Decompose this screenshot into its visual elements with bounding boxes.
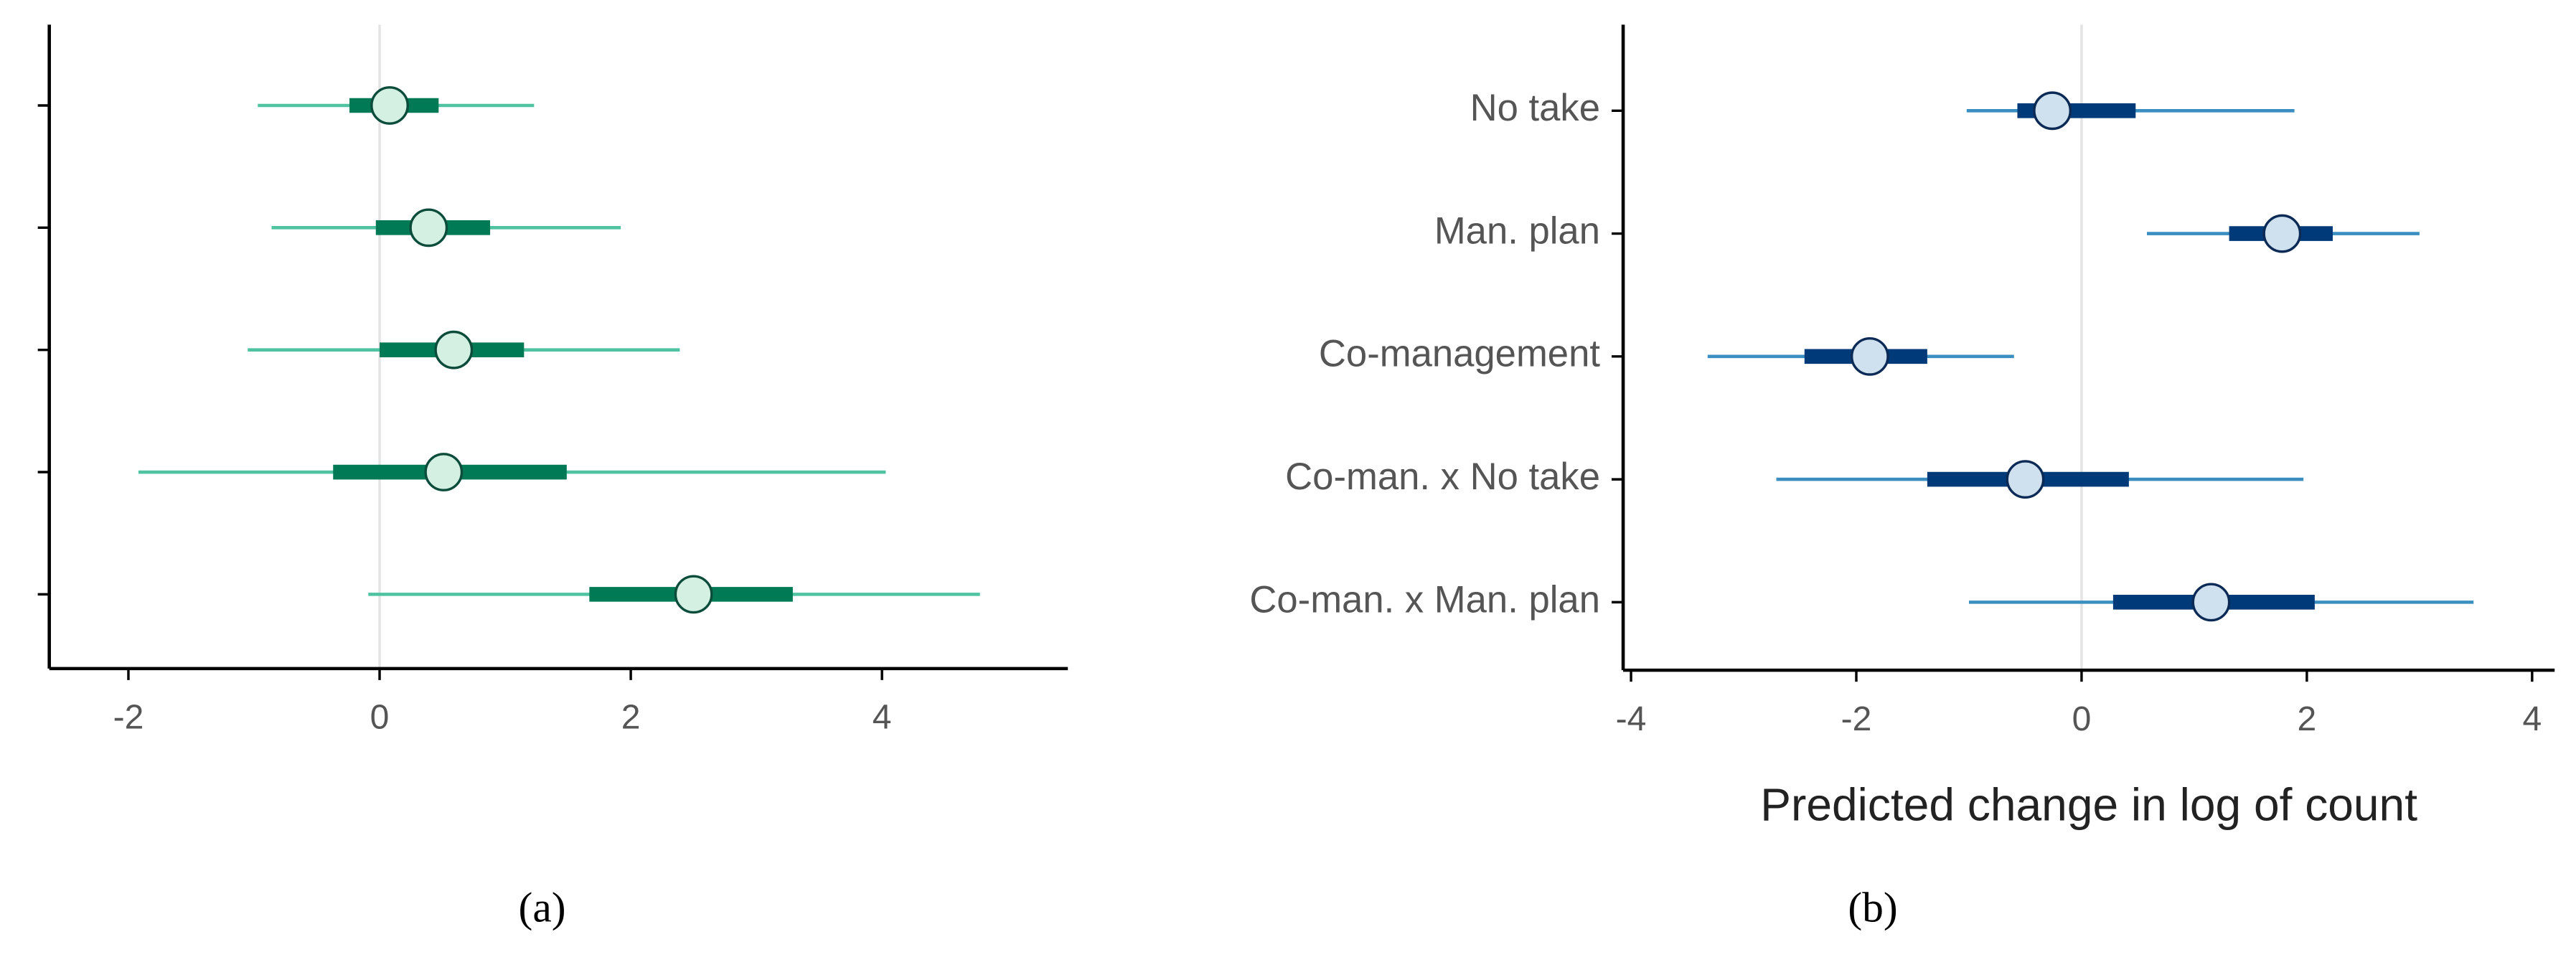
panel-caption: (a) — [519, 883, 566, 931]
point-estimate — [2033, 91, 2072, 131]
point-estimate — [674, 575, 713, 614]
x-tick-label: 0 — [370, 698, 390, 737]
point-estimate — [409, 208, 448, 248]
x-tick-label: -2 — [1841, 700, 1872, 738]
point-estimate — [424, 453, 464, 491]
x-tick-label: 0 — [2072, 700, 2092, 738]
point-estimate — [2191, 583, 2231, 622]
x-tick-label: 4 — [2522, 700, 2542, 738]
point-estimate — [370, 86, 409, 125]
category-label: Co-man. x No take — [1285, 456, 1600, 498]
point-estimate — [1850, 336, 1889, 376]
x-tick-label: 4 — [873, 698, 892, 737]
point-estimate — [2262, 214, 2302, 253]
x-tick-label: -2 — [113, 698, 144, 737]
point-estimate — [434, 330, 474, 369]
category-label: Man. plan — [1434, 209, 1600, 252]
point-estimate — [2006, 460, 2045, 499]
x-tick-label: 2 — [2298, 700, 2317, 738]
x-tick-label: -4 — [1616, 700, 1647, 738]
panel-caption: (b) — [1848, 883, 1897, 931]
category-label: Co-man. x Man. plan — [1249, 578, 1600, 621]
x-tick-label: 2 — [621, 698, 641, 737]
x-axis-title: Predicted change in log of count — [1760, 778, 2417, 830]
category-label: Co-management — [1319, 333, 1600, 375]
category-label: No take — [1470, 87, 1600, 129]
